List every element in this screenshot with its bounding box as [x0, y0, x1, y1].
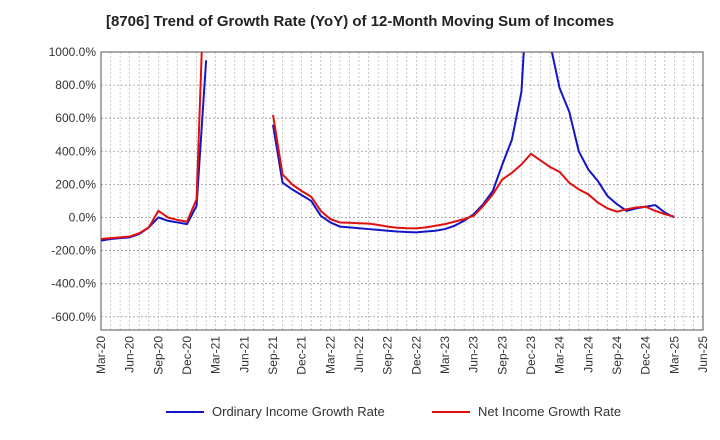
- chart-title: [8706] Trend of Growth Rate (YoY) of 12-…: [105, 13, 615, 30]
- y-tick-label: 1000.0%: [49, 45, 97, 59]
- x-tick-label: Sep-23: [495, 336, 509, 375]
- x-tick-label: Mar-20: [94, 336, 108, 374]
- x-tick-label: Mar-23: [438, 336, 452, 374]
- x-tick-label: Dec-20: [180, 336, 194, 375]
- x-tick-label: Jun-21: [237, 336, 251, 373]
- x-tick-label: Dec-22: [409, 336, 423, 375]
- y-tick-label: -600.0%: [51, 310, 96, 324]
- x-tick-label: Mar-25: [667, 336, 681, 374]
- x-tick-label: Sep-24: [610, 336, 624, 375]
- legend-item-net-income: Net Income Growth Rate: [432, 404, 621, 419]
- series-line: [101, 52, 203, 240]
- x-tick-label: Jun-23: [467, 336, 481, 373]
- series-lines: [101, 52, 675, 242]
- x-tick-label: Jun-25: [696, 336, 710, 373]
- legend-swatch-blue: [166, 410, 204, 413]
- series-line: [272, 114, 675, 230]
- y-tick-label: 200.0%: [55, 177, 96, 191]
- x-tick-label: Jun-24: [581, 336, 595, 373]
- y-tick-label: 0.0%: [69, 210, 97, 224]
- legend-swatch-red: [432, 410, 470, 413]
- y-tick-label: -400.0%: [51, 277, 96, 291]
- y-tick-label: 800.0%: [55, 78, 96, 92]
- x-tick-label: Dec-21: [295, 336, 309, 375]
- x-tick-label: Dec-23: [524, 336, 538, 375]
- legend-label: Ordinary Income Growth Rate: [212, 404, 385, 419]
- x-tick-label: Mar-24: [553, 336, 567, 374]
- x-tick-label: Sep-20: [151, 336, 165, 375]
- x-tick-label: Mar-22: [323, 336, 337, 374]
- y-tick-label: 600.0%: [55, 111, 96, 125]
- grid: [101, 51, 703, 330]
- plot-area-border: [100, 51, 704, 331]
- x-tick-label: Mar-21: [209, 336, 223, 374]
- x-tick-label: Sep-21: [266, 336, 280, 375]
- y-tick-label: 400.0%: [55, 144, 96, 158]
- x-tick-label: Jun-20: [123, 336, 137, 373]
- x-tick-label: Dec-24: [639, 336, 653, 375]
- legend-label: Net Income Growth Rate: [478, 404, 622, 419]
- series-line: [272, 52, 675, 234]
- legend-item-ordinary-income: Ordinary Income Growth Rate: [166, 404, 385, 419]
- legend: Ordinary Income Growth Rate Net Income G…: [0, 404, 720, 428]
- x-tick-label: Sep-22: [381, 336, 395, 375]
- x-axis-ticks: Mar-20 Jun-20 Sep-20 Dec-20 Mar-21 Jun-21 Sep-…: [94, 336, 710, 375]
- x-tick-label: Jun-22: [352, 336, 366, 373]
- y-tick-label: -200.0%: [51, 244, 96, 258]
- y-axis-ticks: 1000.0% 800.0% 600.0% 400.0% 200.0% 0.0% -200.…: [49, 45, 97, 324]
